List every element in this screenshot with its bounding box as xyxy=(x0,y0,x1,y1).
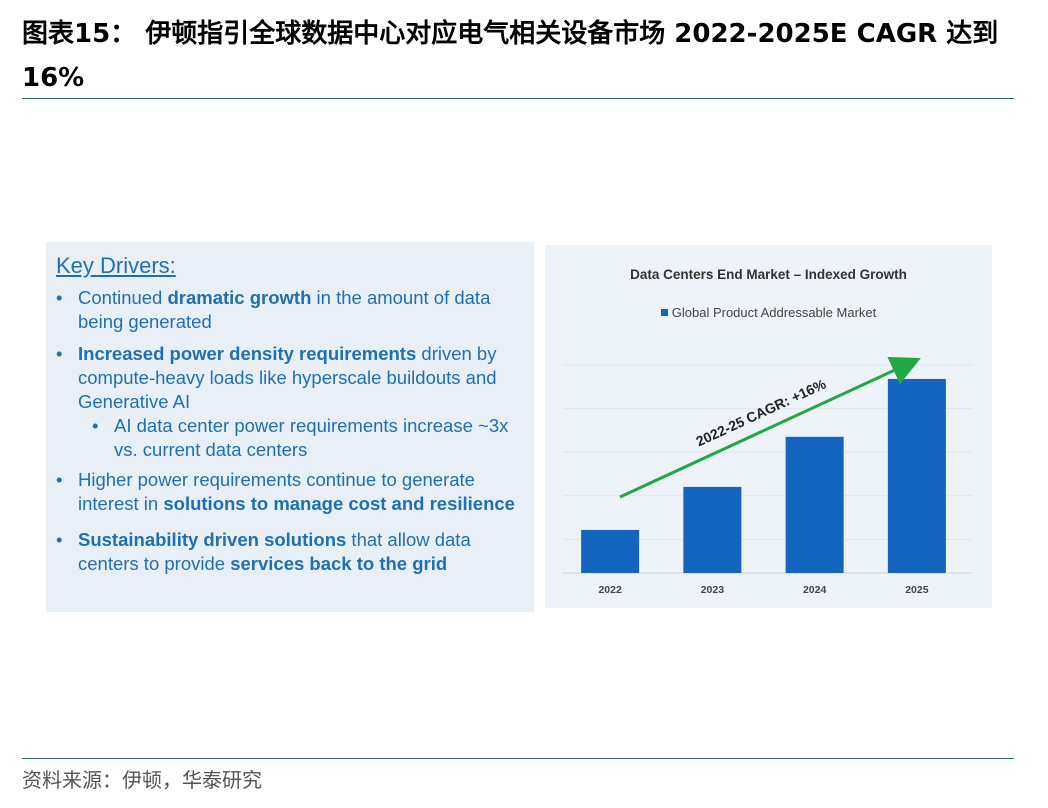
bar-2024 xyxy=(785,436,844,573)
key-drivers-panel: Key Drivers: Continued dramatic growth i… xyxy=(46,242,534,612)
driver-bullet-3: Higher power requirements continue to ge… xyxy=(56,468,524,516)
chart-legend: Global Product Addressable Market xyxy=(545,305,992,320)
driver-1-pre: Continued xyxy=(78,287,168,308)
x-tick-label-2024: 2024 xyxy=(803,584,827,596)
driver-3-bold: solutions to manage cost and resilience xyxy=(163,493,515,514)
source-divider xyxy=(22,758,1014,759)
bar-2025 xyxy=(887,378,946,573)
driver-bullet-2: Increased power density requirements dri… xyxy=(56,342,524,414)
cagr-arrow xyxy=(619,356,921,499)
chart-title: Data Centers End Market – Indexed Growth xyxy=(630,267,907,282)
title-divider xyxy=(22,98,1014,99)
driver-4-bold2: services back to the grid xyxy=(230,553,448,574)
driver-sub-bullet: AI data center power requirements increa… xyxy=(56,414,524,462)
driver-1-post: in the amount of data being generated xyxy=(78,287,491,332)
bar-2022 xyxy=(581,529,640,573)
legend-label: Global Product Addressable Market xyxy=(671,305,877,320)
x-tick-label-2022: 2022 xyxy=(598,584,622,596)
driver-3-pre: Higher power requirements continue to ge… xyxy=(78,469,475,514)
key-drivers-heading: Key Drivers: xyxy=(56,253,176,278)
figure-title: 图表15： 伊顿指引全球数据中心对应电气相关设备市场 2022-2025E CA… xyxy=(22,19,999,93)
chart-panel: Data Centers End Market – Indexed Growth… xyxy=(545,245,992,608)
source-note: 资料来源：伊顿，华泰研究 xyxy=(22,768,262,792)
driver-4-bold: Sustainability driven solutions xyxy=(78,529,347,550)
driver-bullet-4: Sustainability driven solutions that all… xyxy=(56,528,524,576)
driver-2-post: driven by compute-heavy loads like hyper… xyxy=(78,343,497,412)
x-tick-label-2023: 2023 xyxy=(701,584,725,596)
driver-4-mid: that allow data centers to provide xyxy=(78,529,471,574)
x-tick-label-2025: 2025 xyxy=(905,584,929,596)
driver-2-bold: Increased power density requirements xyxy=(78,343,417,364)
bar-2023 xyxy=(683,486,742,573)
legend-swatch xyxy=(660,309,668,317)
driver-bullet-1: Continued dramatic growth in the amount … xyxy=(56,286,524,334)
driver-1-bold: dramatic growth xyxy=(167,287,312,308)
